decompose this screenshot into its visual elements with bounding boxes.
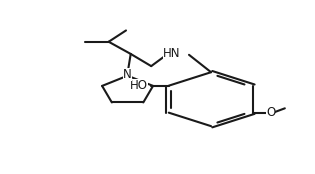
Text: N: N (123, 68, 132, 81)
Text: HN: HN (163, 48, 180, 60)
Text: HO: HO (130, 79, 148, 92)
Text: O: O (266, 106, 275, 119)
